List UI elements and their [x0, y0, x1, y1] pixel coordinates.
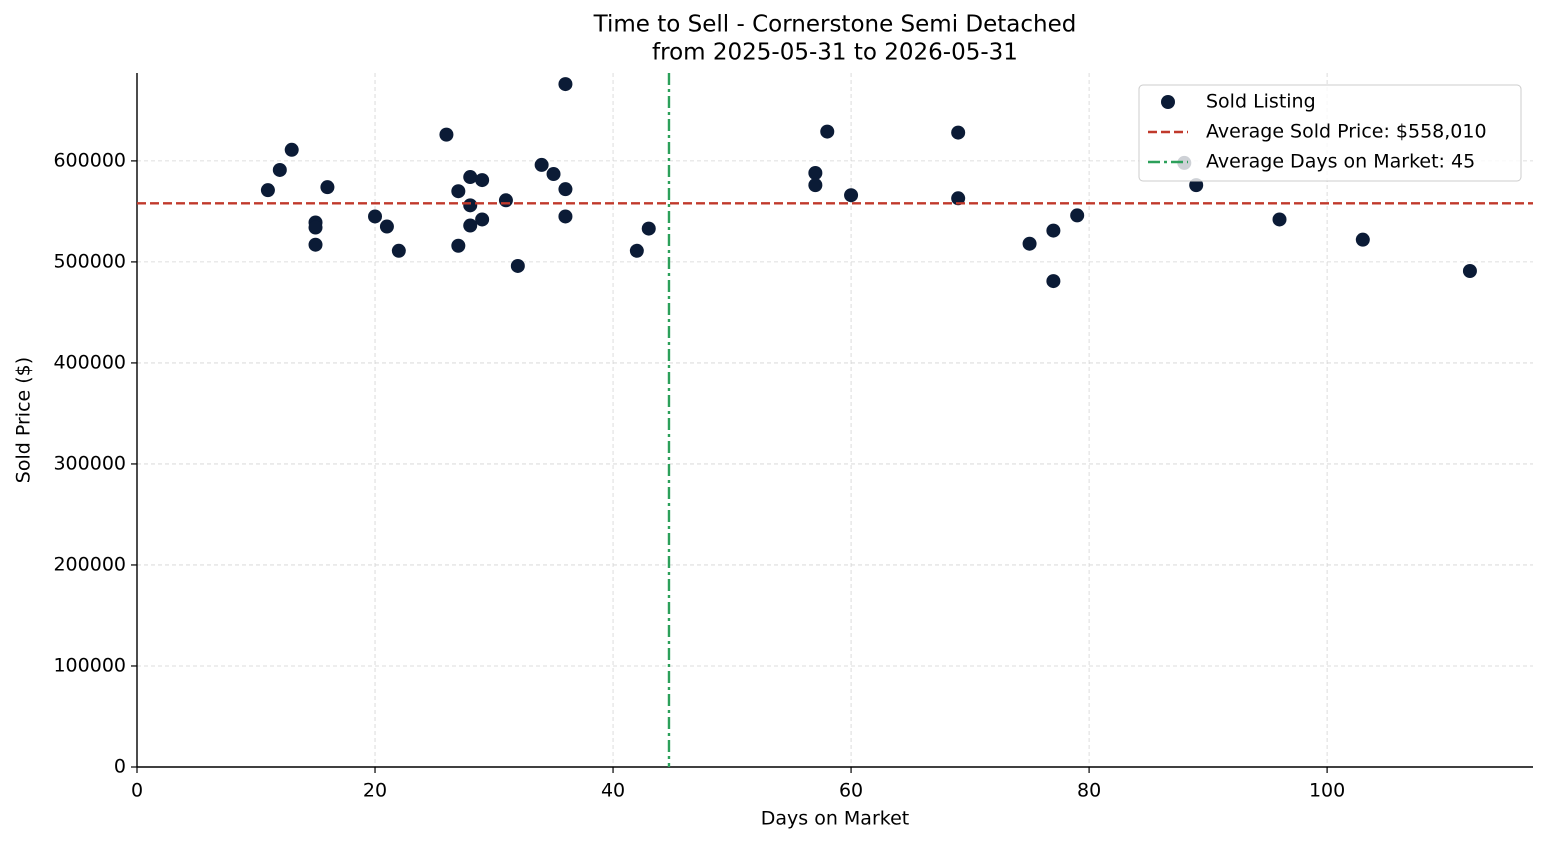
- point: [379, 219, 394, 234]
- point: [463, 218, 478, 233]
- point: [1272, 212, 1287, 227]
- legend-label: Average Days on Market: 45: [1206, 151, 1475, 173]
- y-tick-label: 400000: [53, 351, 126, 373]
- x-tick-label: 60: [839, 780, 863, 802]
- point: [284, 142, 299, 157]
- point: [558, 209, 573, 224]
- point: [451, 238, 466, 253]
- point: [451, 184, 466, 199]
- point: [844, 188, 859, 203]
- point: [272, 162, 287, 177]
- point: [1046, 223, 1061, 238]
- point: [308, 237, 323, 252]
- point: [951, 191, 966, 206]
- point: [308, 220, 323, 235]
- point: [260, 183, 275, 198]
- y-tick-label: 500000: [53, 250, 126, 272]
- point: [510, 258, 525, 273]
- x-tick-label: 20: [363, 780, 387, 802]
- y-tick-label: 0: [114, 756, 126, 778]
- point: [463, 198, 478, 213]
- point: [1046, 274, 1061, 289]
- legend-label: Average Sold Price: $558,010: [1206, 121, 1487, 143]
- legend-label: Sold Listing: [1206, 91, 1316, 113]
- point: [439, 127, 454, 142]
- point: [546, 167, 561, 182]
- point: [558, 77, 573, 92]
- x-tick-label: 40: [601, 780, 625, 802]
- point: [629, 243, 644, 258]
- point: [475, 212, 490, 227]
- y-axis-label: Sold Price ($): [13, 357, 35, 483]
- point: [820, 124, 835, 139]
- legend-marker: [1161, 95, 1175, 109]
- point: [368, 209, 383, 224]
- point: [534, 157, 549, 172]
- point: [808, 178, 823, 193]
- point: [498, 193, 513, 208]
- point: [641, 221, 656, 236]
- point: [320, 180, 335, 195]
- point: [463, 170, 478, 185]
- x-tick-label: 0: [131, 780, 143, 802]
- x-tick-label: 80: [1077, 780, 1101, 802]
- point: [558, 182, 573, 197]
- y-tick-label: 300000: [53, 452, 126, 474]
- y-tick-label: 100000: [53, 654, 126, 676]
- chart-title: Time to Sell - Cornerstone Semi Detached: [593, 12, 1077, 38]
- point: [808, 166, 823, 181]
- point: [1070, 208, 1085, 223]
- y-tick-label: 600000: [53, 149, 126, 171]
- y-tick-label: 200000: [53, 553, 126, 575]
- point: [391, 243, 406, 258]
- legend-box: [1138, 84, 1522, 182]
- x-axis-label: Days on Market: [761, 808, 909, 830]
- point: [475, 173, 490, 188]
- point: [1189, 178, 1204, 193]
- x-tick-label: 100: [1309, 780, 1345, 802]
- point: [1355, 232, 1370, 247]
- point: [1022, 236, 1037, 251]
- chart-subtitle: from 2025-05-31 to 2026-05-31: [652, 40, 1018, 66]
- point: [951, 125, 966, 140]
- point: [1462, 263, 1477, 278]
